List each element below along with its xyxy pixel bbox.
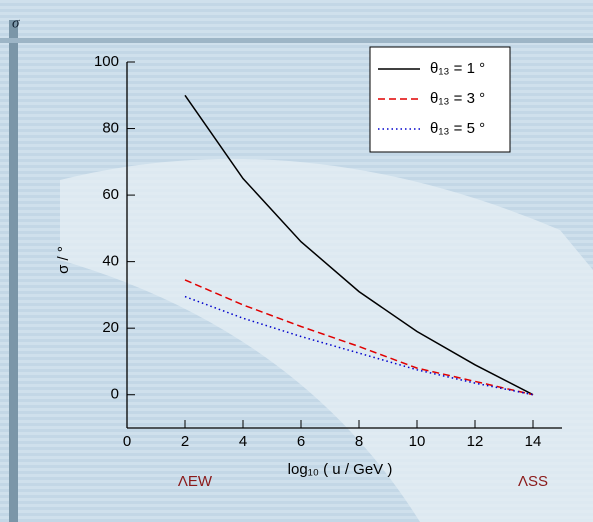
side-bar bbox=[9, 20, 18, 522]
legend-box bbox=[369, 46, 511, 153]
x-tick-label: 6 bbox=[297, 433, 305, 450]
legend-label: θ₁₃ = 3 ° bbox=[430, 90, 485, 107]
y-tick-label: 40 bbox=[102, 253, 119, 270]
x-tick-label: 12 bbox=[467, 433, 484, 450]
x-tick-label: 0 bbox=[123, 433, 131, 450]
chart-title: σ bbox=[12, 15, 20, 31]
top-band bbox=[0, 38, 593, 43]
legend-label: θ₁₃ = 1 ° bbox=[430, 60, 485, 77]
annotation: ΛSS bbox=[518, 473, 548, 490]
x-axis-label: log₁₀ ( u / GeV ) bbox=[288, 461, 393, 478]
x-tick-label: 2 bbox=[181, 433, 189, 450]
x-tick-label: 10 bbox=[409, 433, 426, 450]
annotation: ΛEW bbox=[178, 473, 213, 490]
x-tick-label: 4 bbox=[239, 433, 247, 450]
y-axis-label: σ / ° bbox=[55, 246, 72, 274]
y-tick-label: 80 bbox=[102, 120, 119, 137]
x-tick-label: 14 bbox=[525, 433, 542, 450]
y-tick-label: 60 bbox=[102, 186, 119, 203]
series-line bbox=[184, 295, 534, 396]
y-tick-label: 0 bbox=[111, 386, 119, 403]
legend-label: θ₁₃ = 5 ° bbox=[430, 120, 485, 137]
series-line bbox=[184, 94, 534, 396]
y-tick-label: 100 bbox=[94, 53, 119, 70]
y-tick-label: 20 bbox=[102, 319, 119, 336]
x-tick-label: 8 bbox=[355, 433, 363, 450]
background-shape bbox=[60, 158, 593, 522]
